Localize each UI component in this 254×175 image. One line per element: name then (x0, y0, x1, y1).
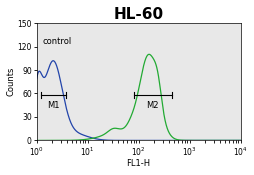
Y-axis label: Counts: Counts (7, 67, 16, 96)
Text: M1: M1 (47, 101, 59, 110)
X-axis label: FL1-H: FL1-H (126, 159, 150, 168)
Text: M2: M2 (146, 101, 158, 110)
Title: HL-60: HL-60 (113, 7, 163, 22)
Text: control: control (42, 37, 71, 46)
